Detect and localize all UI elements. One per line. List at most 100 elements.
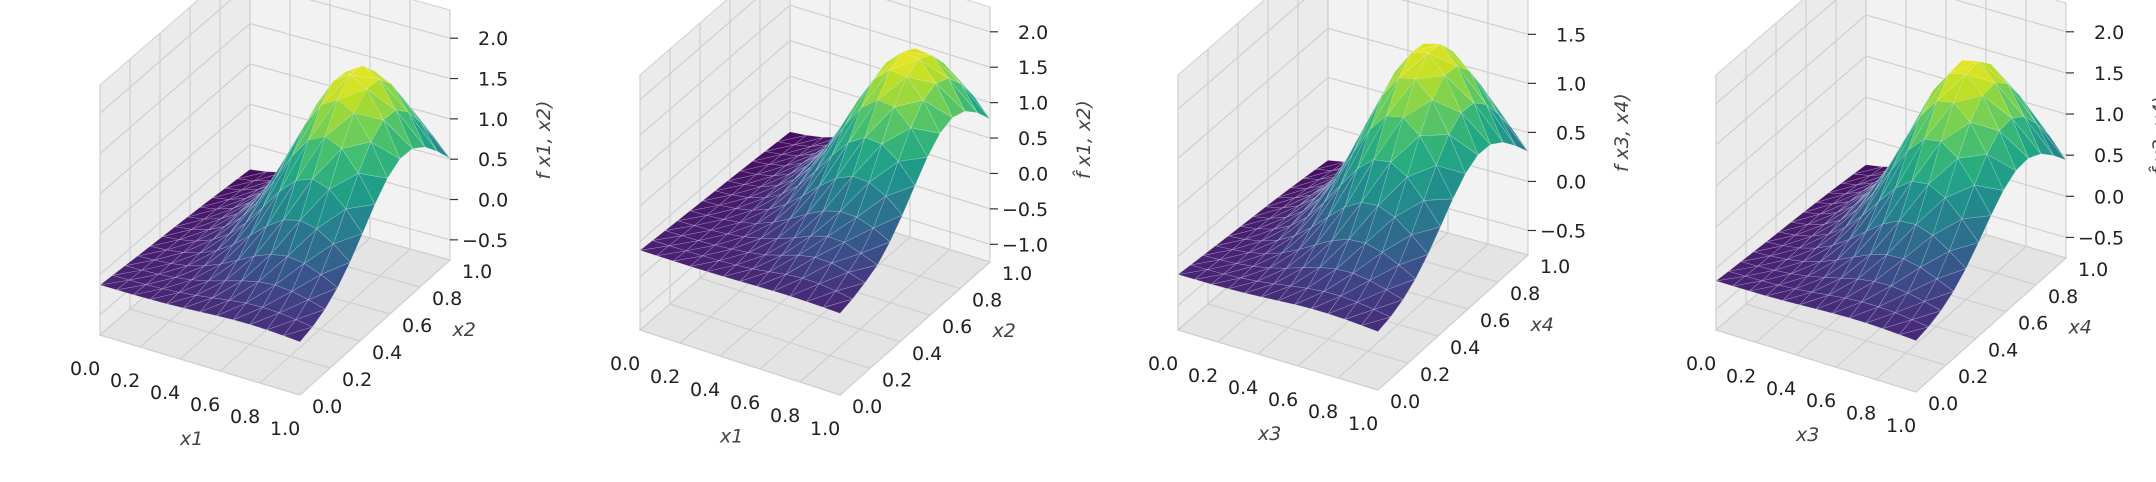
surface-triangle xyxy=(1936,72,1967,102)
z-axis-label: f x1, x2) xyxy=(533,101,555,180)
surface-triangle xyxy=(768,185,799,210)
surface-triangle xyxy=(1815,227,1846,249)
surface-triangle xyxy=(1343,301,1375,320)
surface-triangle xyxy=(1919,72,1950,117)
z-tick-label: 0.0 xyxy=(478,190,508,212)
surface-triangle xyxy=(1256,267,1287,282)
surface-triangle xyxy=(195,226,226,242)
surface-triangle xyxy=(1315,206,1345,246)
surface-triangle xyxy=(262,156,292,208)
surface-triangle xyxy=(1298,185,1329,207)
surface-triangle xyxy=(1815,294,1847,310)
surface-triangle xyxy=(1381,216,1412,253)
surface-triangle xyxy=(805,283,837,303)
surface-triangle xyxy=(714,233,745,246)
surface-triangle xyxy=(1840,173,1871,184)
surface-triangle xyxy=(1769,245,1800,257)
surface-triangle xyxy=(873,51,903,81)
y-tick-label: 0.6 xyxy=(2018,313,2048,335)
surface-triangle xyxy=(232,302,264,321)
surface-triangle xyxy=(773,195,803,223)
surface-triangle xyxy=(1352,242,1383,275)
surface-triangle xyxy=(245,281,276,304)
surface-triangle xyxy=(931,54,962,84)
surface-triangle xyxy=(1473,102,1504,143)
surface-triangle xyxy=(1319,155,1350,199)
surface-triangle xyxy=(785,171,816,205)
x-tick-label: 0.8 xyxy=(230,406,260,428)
z-axis-label: f̂ x3, x4) xyxy=(2149,96,2156,175)
surface-triangle xyxy=(814,236,845,259)
surface-triangle xyxy=(638,240,670,251)
surface-triangle xyxy=(178,279,209,293)
surface-triangle xyxy=(718,194,749,206)
surface-triangle xyxy=(1423,198,1454,228)
y-tick-label: 0.4 xyxy=(372,342,402,364)
x-tick-label: 0.6 xyxy=(1268,389,1298,411)
surface-triangle xyxy=(320,243,351,276)
surface-triangle xyxy=(195,280,226,296)
x-tick-label: 1.0 xyxy=(1886,415,1916,437)
surface-triangle xyxy=(664,220,695,231)
surface-triangle xyxy=(1244,280,1274,294)
surface-triangle xyxy=(1344,158,1375,208)
surface-triangle xyxy=(216,222,247,251)
y-tick-label: 0.0 xyxy=(852,396,882,418)
surface-triangle xyxy=(166,239,196,251)
surface-triangle xyxy=(718,248,749,261)
surface-triangle xyxy=(378,79,409,113)
surface-triangle xyxy=(1294,202,1325,236)
surface-triangle xyxy=(1811,219,1842,237)
x-tick-label: 0.2 xyxy=(1188,365,1218,387)
z-tick-label: 1.5 xyxy=(1018,57,1048,79)
surface-triangle xyxy=(702,190,732,202)
surface-triangle xyxy=(789,277,821,297)
surface-triangle xyxy=(420,122,451,159)
surface-triangle xyxy=(1878,150,1908,202)
z-tick-label: −0.5 xyxy=(1002,199,1048,221)
y-tick-label: 0.0 xyxy=(312,396,342,418)
surface-triangle xyxy=(764,141,795,152)
surface-triangle xyxy=(781,144,811,155)
surface-triangle xyxy=(128,269,159,281)
surface-triangle xyxy=(948,77,978,113)
z-tick-label: −0.5 xyxy=(2078,227,2124,249)
surface-triangle xyxy=(1290,267,1321,287)
surface-triangle xyxy=(1828,183,1858,194)
surface-triangle xyxy=(1949,59,1979,74)
surface-triangle xyxy=(652,235,683,247)
surface-triangle xyxy=(1799,291,1829,306)
surface-triangle xyxy=(1790,261,1821,274)
surface-triangle xyxy=(1907,100,1938,151)
surface-triangle xyxy=(1398,253,1429,280)
surface-triangle xyxy=(864,99,895,138)
surface-triangle xyxy=(722,268,754,282)
surface-triangle xyxy=(362,65,392,85)
z-tick-label: 1.5 xyxy=(1556,24,1586,46)
surface-triangle xyxy=(265,312,297,331)
surface-triangle xyxy=(1336,239,1367,270)
surface-triangle xyxy=(756,204,786,224)
surface-triangle xyxy=(1882,180,1913,225)
surface-triangle xyxy=(1857,254,1888,280)
z-tick-label: 1.0 xyxy=(1556,73,1586,95)
surface-triangle xyxy=(1269,249,1299,269)
x-axis-label: x3 xyxy=(1795,424,1819,446)
surface-triangle xyxy=(174,216,205,227)
surface-triangle xyxy=(843,216,874,244)
surface-triangle xyxy=(1273,210,1304,230)
surface-triangle xyxy=(199,197,230,208)
surface-triangle xyxy=(872,195,903,229)
surface-triangle xyxy=(295,299,326,321)
surface-triangle xyxy=(187,250,217,267)
surface-triangle xyxy=(1240,266,1270,279)
surface-triangle xyxy=(748,185,778,198)
surface-triangle xyxy=(324,99,355,138)
surface-triangle xyxy=(798,147,828,186)
surface-triangle xyxy=(793,210,825,239)
surface-triangle xyxy=(162,226,192,237)
surface-triangle xyxy=(183,239,213,253)
surface-triangle xyxy=(1281,194,1312,209)
surface-triangle xyxy=(1219,249,1249,261)
surface-triangle xyxy=(831,107,862,156)
